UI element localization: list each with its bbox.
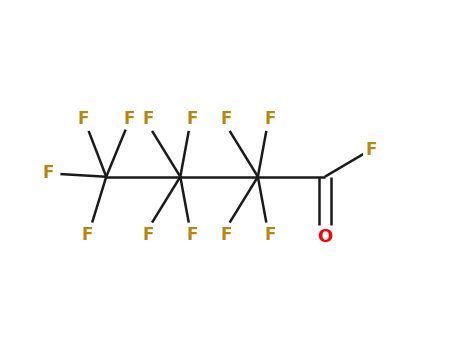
Text: F: F	[81, 226, 92, 244]
Text: F: F	[220, 110, 232, 128]
Text: F: F	[365, 141, 376, 159]
Text: F: F	[220, 226, 232, 244]
Text: F: F	[264, 110, 276, 128]
Text: F: F	[123, 110, 135, 128]
Text: F: F	[42, 164, 54, 182]
Text: F: F	[143, 110, 154, 128]
Text: O: O	[317, 229, 333, 246]
Text: F: F	[264, 226, 276, 244]
Text: F: F	[78, 110, 89, 128]
Text: F: F	[187, 226, 198, 244]
Text: F: F	[187, 110, 198, 128]
Text: F: F	[143, 226, 154, 244]
